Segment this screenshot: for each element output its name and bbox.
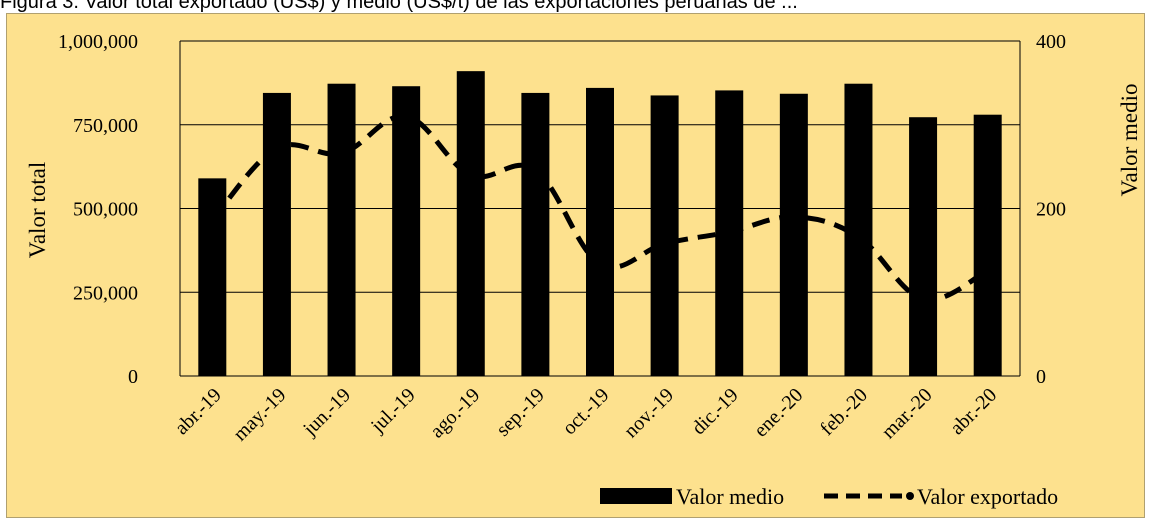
y-axis-right-title: Valor medio — [1117, 83, 1142, 196]
legend-swatch-valor-medio — [600, 488, 672, 504]
y-left-tick-label: 750,000 — [73, 115, 138, 137]
bar-valor-medio — [327, 83, 356, 377]
bar-valor-medio — [262, 92, 291, 377]
bar-valor-medio — [650, 95, 679, 376]
bar-valor-medio — [973, 114, 1002, 376]
y-left-tick-label: 500,000 — [73, 199, 138, 221]
bar-valor-medio — [586, 87, 614, 377]
figure-caption: Figura 3. Valor total exportado (US$) y … — [0, 0, 798, 13]
legend-label-valor-exportado: Valor exportado — [917, 484, 1058, 509]
legend-label-valor-medio: Valor medio — [676, 484, 784, 509]
bar-valor-medio — [392, 86, 421, 376]
y-left-tick-label: 1,000,000 — [58, 31, 138, 53]
bar-valor-medio — [779, 93, 808, 376]
y-right-tick-label: 200 — [1036, 199, 1066, 221]
y-axis-left-title: Valor total — [25, 162, 50, 258]
legend-marker-valor-exportado — [906, 492, 914, 500]
bar-valor-medio — [456, 71, 485, 377]
bar-valor-medio — [521, 92, 550, 377]
y-left-tick-label: 250,000 — [73, 282, 138, 304]
y-right-tick-label: 0 — [1036, 366, 1046, 388]
legend: Valor medio Valor exportado — [600, 484, 1058, 509]
chart-frame — [6, 13, 1145, 518]
bar-valor-medio — [909, 117, 938, 377]
y-left-tick-label: 0 — [128, 366, 138, 388]
chart-background — [7, 14, 1144, 517]
y-right-tick-label: 400 — [1036, 31, 1066, 53]
